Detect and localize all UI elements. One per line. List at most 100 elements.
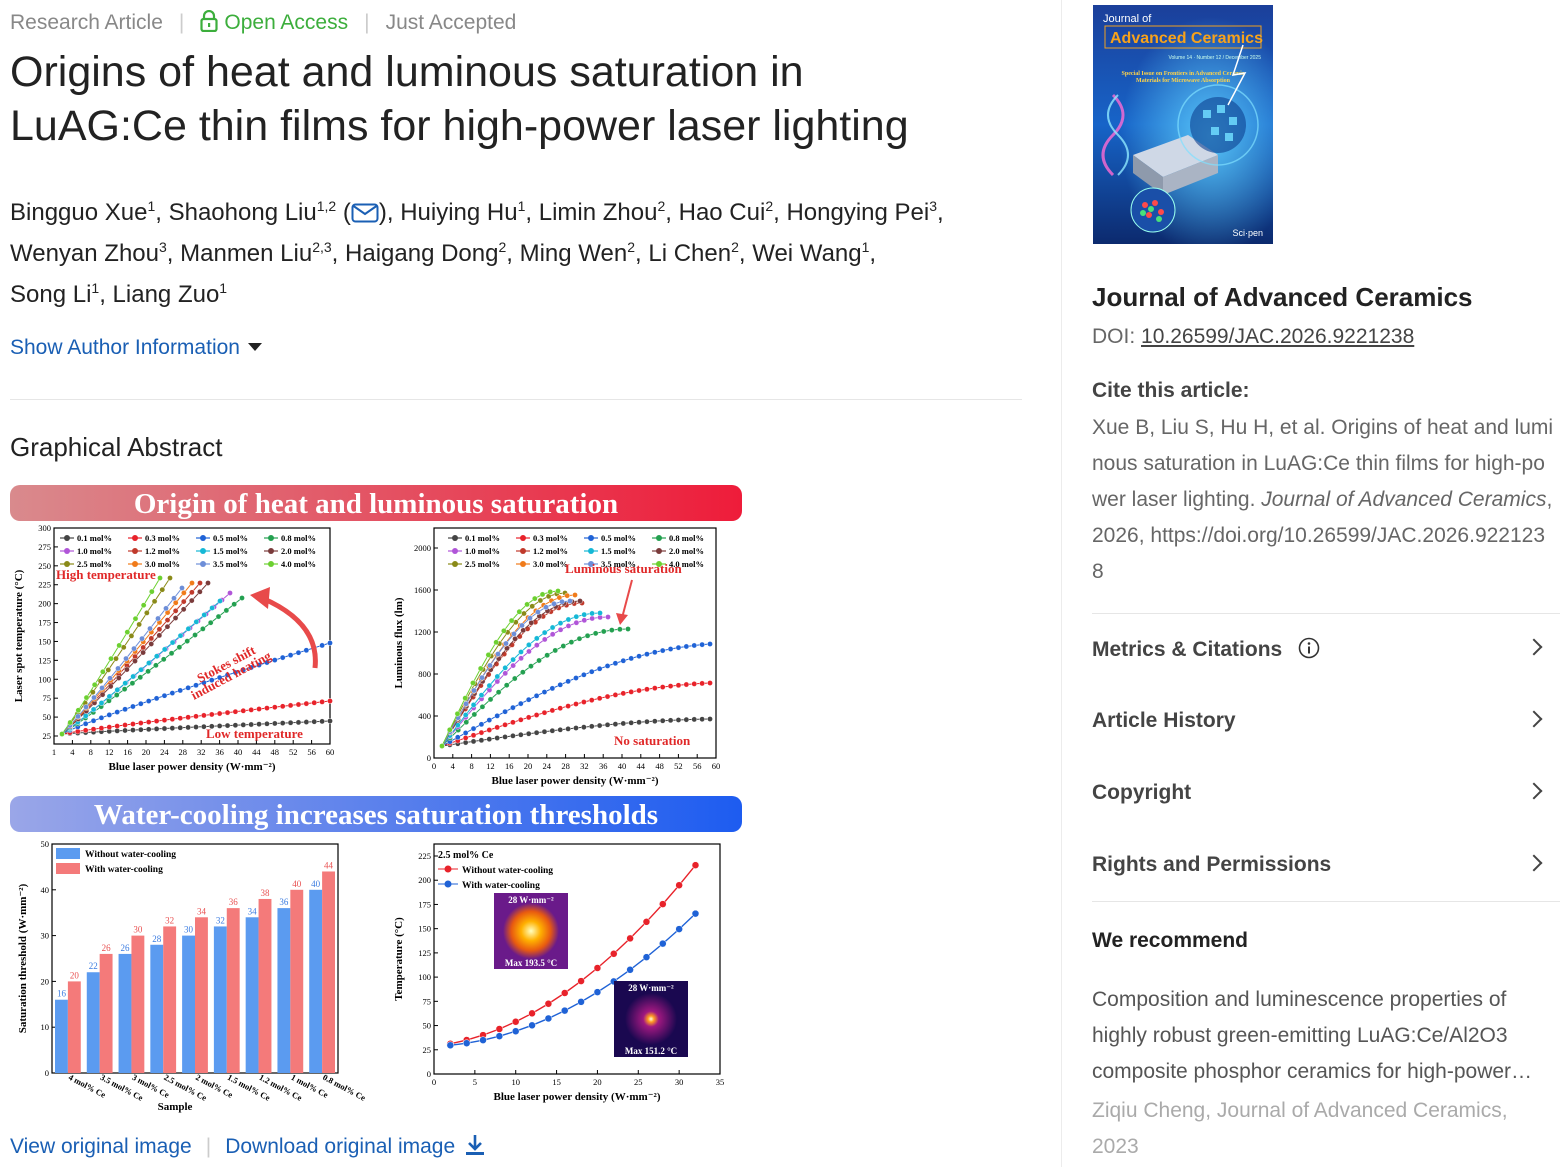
p2-series-point <box>510 656 516 663</box>
mail-icon[interactable] <box>351 203 379 223</box>
author[interactable]: Wei Wang1 <box>752 239 870 267</box>
p2-series-point <box>544 652 550 659</box>
author[interactable]: Shaohong Liu1,2 <box>168 198 337 226</box>
author[interactable]: Haigang Dong2 <box>345 239 507 267</box>
p1-series-point <box>179 585 185 591</box>
p1-series-point <box>327 640 333 646</box>
cover-journal-small: Journal of <box>1103 13 1152 25</box>
p4-inset-2-max: Max 151.2 °C <box>625 1046 677 1056</box>
p2-series-point <box>495 651 501 657</box>
p2-series-point <box>612 692 619 698</box>
p2-series-point <box>667 717 674 724</box>
p1-series-point <box>264 705 270 711</box>
accordion-rights-permissions[interactable]: Rights and Permissions <box>1092 853 1552 877</box>
p1-series-point <box>145 698 152 704</box>
view-original-image-link[interactable]: View original image <box>10 1135 192 1158</box>
p1-series-point <box>131 645 137 652</box>
p1-series-point <box>177 632 184 639</box>
p2-series-point <box>584 632 591 639</box>
p1-series-point <box>145 668 151 675</box>
author[interactable]: Li Chen2 <box>648 239 739 267</box>
doi-line: DOI: 10.26599/JAC.2026.9221238 <box>1092 325 1415 348</box>
p1-series-point <box>155 615 161 622</box>
p2-series-point <box>533 693 540 699</box>
p4-xtick-label: 30 <box>675 1077 684 1087</box>
p4-xtick-label: 10 <box>511 1077 520 1087</box>
p1-series-point <box>90 726 97 732</box>
p4-series-with-point <box>642 953 651 961</box>
p2-series-point <box>520 669 526 675</box>
download-original-image-link[interactable]: Download original image <box>225 1135 485 1158</box>
show-author-info-toggle[interactable]: Show Author Information <box>10 336 262 360</box>
p2-series-point <box>652 685 658 691</box>
p1-series-point <box>215 613 222 620</box>
p1-series-point <box>140 644 146 651</box>
author[interactable]: Liang Zuo1 <box>112 280 228 308</box>
p4-ytick-label: 50 <box>423 1021 432 1031</box>
p1-series-point <box>224 722 231 729</box>
p2-series-point <box>551 600 557 607</box>
info-icon[interactable] <box>1298 637 1320 659</box>
author[interactable]: Wenyan Zhou3 <box>10 239 167 267</box>
p1-series-point <box>115 675 122 681</box>
p1-series-point <box>67 719 73 726</box>
journal-name[interactable]: Journal of Advanced Ceramics <box>1092 282 1473 312</box>
panel-saturation-threshold: 50 40 30 20 10 0 Saturation threshold (W·mm⁻²)… <box>17 839 368 1113</box>
p3-bar-without <box>118 953 132 1073</box>
banner-cooling <box>10 796 742 832</box>
p2-arrow-shaft <box>621 579 633 619</box>
author[interactable]: Huiying Hu1 <box>400 198 526 226</box>
p2-xtick-label: 16 <box>505 761 514 771</box>
accordion-copyright[interactable]: Copyright <box>1092 781 1552 805</box>
p4-legend-without: Without water-cooling <box>462 866 553 876</box>
p2-xtick-label: 24 <box>543 761 552 771</box>
author[interactable]: Limin Zhou2 <box>538 198 666 226</box>
legend-label: 0.5 mol% <box>601 533 636 543</box>
p1-series-point <box>106 724 113 730</box>
p2-series-point <box>567 598 573 604</box>
p2-series-point <box>495 689 502 695</box>
legend-marker <box>588 548 594 554</box>
p1-annotation-low: Low temperature <box>206 726 303 741</box>
p1-series-point <box>185 724 191 731</box>
title-line-1: Origins of heat and luminous saturation … <box>10 48 804 96</box>
open-access-label: Open Access <box>224 11 349 34</box>
accordion-article-history[interactable]: Article History <box>1092 709 1552 733</box>
p2-series-point <box>699 641 705 648</box>
p1-series-point <box>153 695 160 702</box>
open-access-badge[interactable]: Open Access <box>200 9 349 34</box>
author[interactable]: Manmen Liu2,3 <box>180 239 332 267</box>
legend-marker <box>520 548 526 554</box>
plot-frame <box>433 843 721 1075</box>
legend-marker <box>656 548 662 554</box>
recommended-article-title[interactable]: Composition and luminescence properties … <box>1092 988 1533 1083</box>
p2-ytick-label: 1600 <box>414 585 431 595</box>
p1-series-point <box>248 707 254 713</box>
p1-series-point <box>148 641 155 647</box>
author[interactable]: Ming Wen2 <box>519 239 636 267</box>
doi-link[interactable]: 10.26599/JAC.2026.9221238 <box>1141 325 1415 348</box>
p2-series-point <box>502 670 509 677</box>
legend-label: 4.0 mol% <box>669 559 704 569</box>
p4-ylabel: Temperature (°C) <box>393 917 405 1001</box>
legend-marker <box>268 561 274 567</box>
p2-series-point <box>537 597 544 604</box>
p4-ytick-label: 0 <box>427 1069 431 1079</box>
citation-text: Xue B, Liu S, Hu H, et al. Origins of he… <box>1092 416 1554 583</box>
author[interactable]: Song Li1 <box>10 280 100 308</box>
author[interactable]: Bingguo Xue1 <box>10 198 156 226</box>
p1-series-point <box>128 633 135 639</box>
graphical-abstract-figure[interactable]: Origin of heat and luminous saturation W… <box>10 483 744 1113</box>
chevron-right-icon <box>1525 638 1543 656</box>
p1-xtick-label: 60 <box>326 747 335 757</box>
author[interactable]: Hongying Pei3 <box>786 198 938 226</box>
p1-ytick-label: 50 <box>43 712 52 722</box>
p1-series-point <box>156 632 163 639</box>
author[interactable]: Hao Cui2 <box>678 198 774 226</box>
p4-series-without-point <box>691 861 700 869</box>
journal-cover[interactable]: Journal of Advanced Ceramics Volume 14 ·… <box>1093 5 1273 244</box>
p3-ytick-label: 0 <box>45 1068 49 1078</box>
p1-series-point <box>197 588 203 595</box>
accordion-metrics-citations[interactable]: Metrics & Citations <box>1092 637 1552 662</box>
p4-xtick-label: 0 <box>432 1077 436 1087</box>
